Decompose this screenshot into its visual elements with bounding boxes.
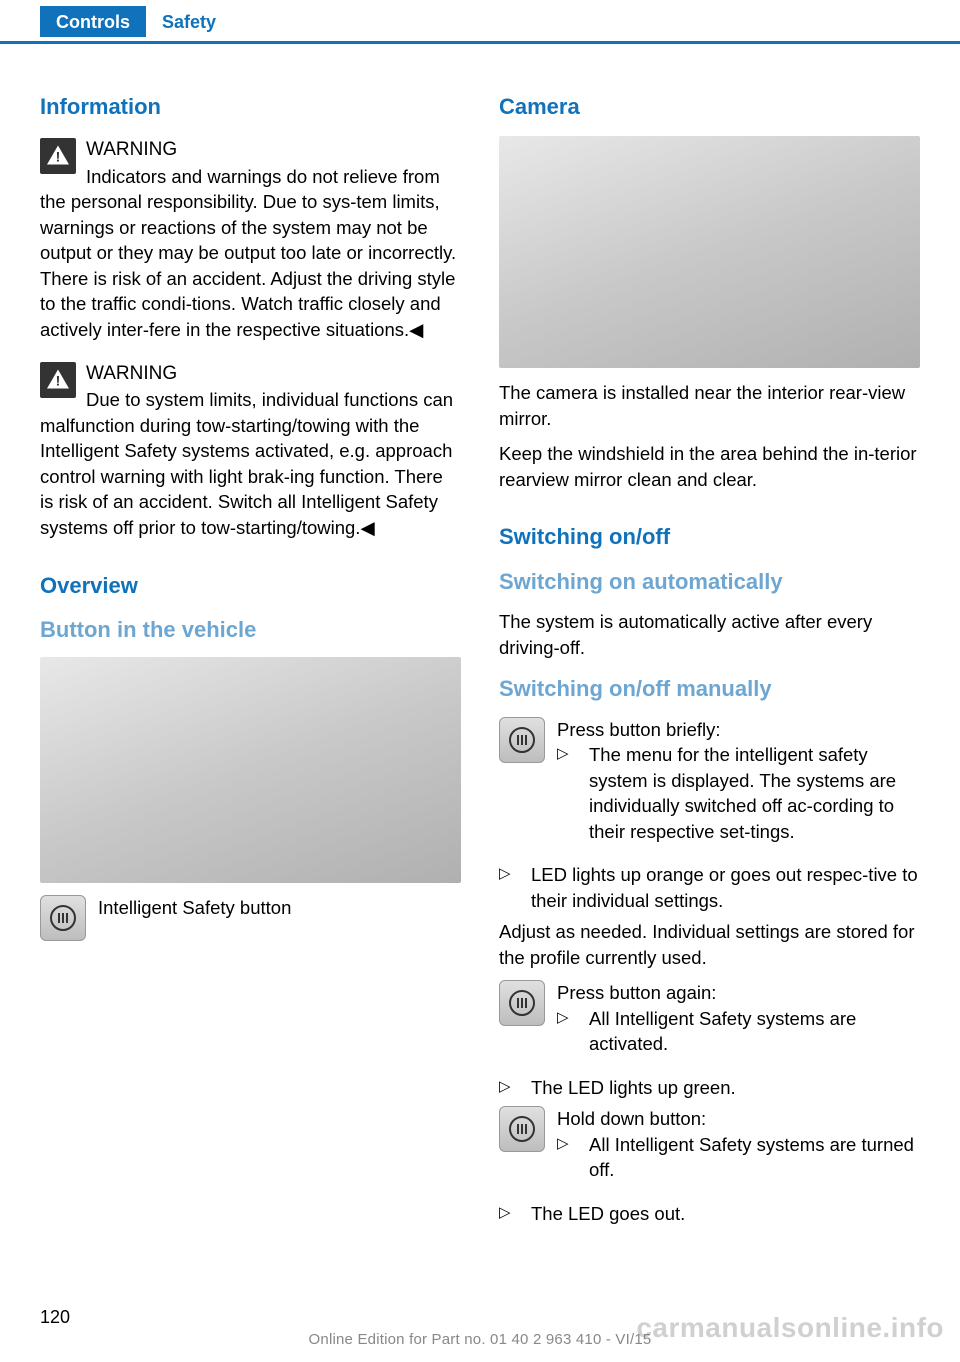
bullet-item: ▷ All Intelligent Safety systems are act… (557, 1006, 920, 1057)
press-again-block: Press button again: ▷ All Intelligent Sa… (499, 980, 920, 1063)
figure-camera (499, 136, 920, 368)
triangle-bullet-icon: ▷ (499, 1201, 513, 1227)
bullet-text: The LED goes out. (531, 1201, 920, 1227)
heading-camera: Camera (499, 92, 920, 122)
bullet-item: ▷ All Intelligent Safety systems are tur… (557, 1132, 920, 1183)
press-again-content: Press button again: ▷ All Intelligent Sa… (557, 980, 920, 1063)
button-caption: Intelligent Safety button (98, 895, 291, 921)
camera-p1: The camera is installed near the interio… (499, 380, 920, 431)
bullet-text: All Intelligent Safety systems are turne… (589, 1132, 920, 1183)
left-column: Information WARNING Indicators and warni… (40, 92, 461, 1232)
bullet-item: ▷ The menu for the intelligent safety sy… (557, 742, 920, 844)
triangle-bullet-icon: ▷ (499, 862, 513, 913)
warning-block-2: WARNING Due to system limits, individual… (40, 360, 461, 540)
intelligent-safety-button-icon (499, 980, 545, 1026)
bullet-text: The menu for the intelligent safety syst… (589, 742, 920, 844)
adjust-text: Adjust as needed. Individual settings ar… (499, 919, 920, 970)
triangle-bullet-icon: ▷ (557, 1006, 571, 1057)
heading-switching: Switching on/off (499, 522, 920, 552)
press-brief-intro: Press button briefly: (557, 717, 920, 743)
warning-icon (40, 362, 76, 398)
heading-switch-auto: Switching on automatically (499, 567, 920, 597)
triangle-bullet-icon: ▷ (499, 1075, 513, 1101)
header-tab-controls: Controls (40, 6, 146, 37)
warning-title: WARNING (86, 363, 177, 384)
page-body: Information WARNING Indicators and warni… (0, 44, 960, 1232)
auto-body: The system is automatically active after… (499, 609, 920, 660)
hold-content: Hold down button: ▷ All Intelligent Safe… (557, 1106, 920, 1189)
bullet-text: LED lights up orange or goes out respec‐… (531, 862, 920, 913)
triangle-bullet-icon: ▷ (557, 1132, 571, 1183)
heading-overview: Overview (40, 571, 461, 601)
warning-body: Due to system limits, individual functio… (40, 389, 453, 538)
hold-block: Hold down button: ▷ All Intelligent Safe… (499, 1106, 920, 1189)
press-brief-block: Press button briefly: ▷ The menu for the… (499, 717, 920, 851)
press-brief-content: Press button briefly: ▷ The menu for the… (557, 717, 920, 851)
hold-intro: Hold down button: (557, 1106, 920, 1132)
heading-switch-manual: Switching on/off manually (499, 674, 920, 704)
watermark: carmanualsonline.info (636, 1312, 944, 1344)
triangle-bullet-icon: ▷ (557, 742, 571, 844)
warning-title: WARNING (86, 139, 177, 160)
figure-button-in-vehicle (40, 657, 461, 883)
header-tab-safety: Safety (146, 6, 232, 37)
press-again-intro: Press button again: (557, 980, 920, 1006)
bullet-item: ▷ The LED lights up green. (499, 1075, 920, 1101)
warning-block-1: WARNING Indicators and warnings do not r… (40, 136, 461, 342)
right-column: Camera The camera is installed near the … (499, 92, 920, 1232)
bullet-text: All Intelligent Safety systems are activ… (589, 1006, 920, 1057)
page-header: Controls Safety (0, 0, 960, 44)
intelligent-safety-button-icon (40, 895, 86, 941)
intelligent-safety-button-icon (499, 1106, 545, 1152)
warning-icon (40, 138, 76, 174)
button-caption-row: Intelligent Safety button (40, 895, 461, 941)
warning-body: Indicators and warnings do not relieve f… (40, 166, 456, 340)
page-number: 120 (40, 1307, 70, 1328)
camera-p2: Keep the windshield in the area behind t… (499, 441, 920, 492)
heading-button-in-vehicle: Button in the vehicle (40, 615, 461, 645)
heading-information: Information (40, 92, 461, 122)
bullet-text: The LED lights up green. (531, 1075, 920, 1101)
intelligent-safety-button-icon (499, 717, 545, 763)
bullet-item: ▷ LED lights up orange or goes out respe… (499, 862, 920, 913)
bullet-item: ▷ The LED goes out. (499, 1201, 920, 1227)
